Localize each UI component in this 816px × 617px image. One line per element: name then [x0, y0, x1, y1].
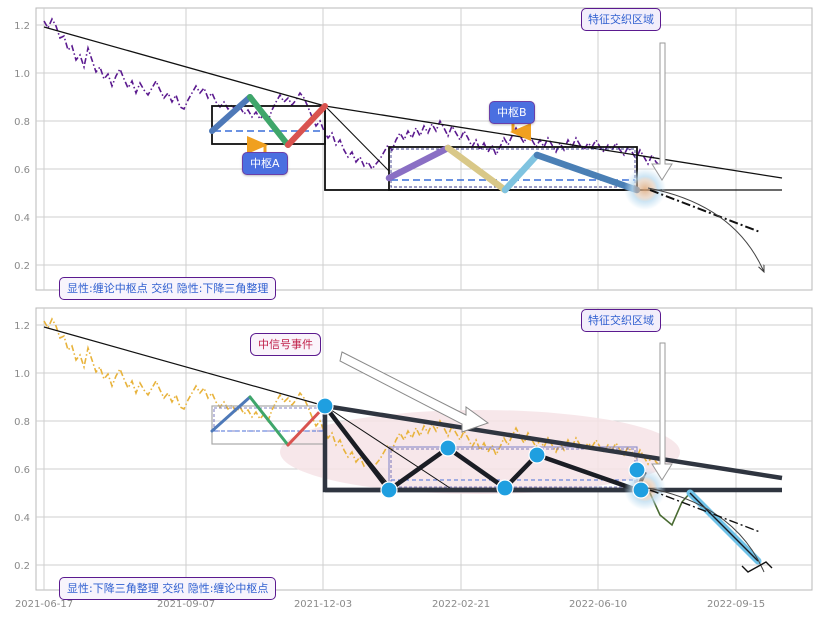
trend-major-downtrend-top	[43, 26, 326, 107]
svg-text:0.6: 0.6	[14, 465, 30, 476]
chan-seg-up-1-top	[209, 94, 253, 134]
trend-major-downtrend-bottom	[43, 326, 326, 407]
annotation-feature-interweave-top[interactable]: 特征交织区域	[581, 8, 661, 31]
chan-seg-down-3-top	[533, 151, 641, 194]
annotation-zhongshu-a[interactable]: 中枢A	[242, 152, 288, 175]
x-tick-label: 2021-09-07	[157, 599, 215, 610]
y-ticks-bottom: 0.2 0.4 0.6 0.8 1.0 1.2	[14, 321, 30, 572]
chan-seg-up-2-top	[285, 103, 328, 148]
trend-inner-wedge2-bottom	[324, 405, 451, 489]
white-breakout-arrow-top	[651, 42, 673, 181]
chan-marker	[632, 481, 650, 499]
x-tick-label: 2022-02-21	[432, 599, 490, 610]
x-tick-label: 2021-12-03	[294, 599, 352, 610]
projection-dashdot-top	[649, 189, 761, 233]
annotation-feature-interweave-bottom[interactable]: 特征交织区域	[581, 309, 661, 332]
svg-text:0.4: 0.4	[14, 513, 30, 524]
trend-triangle-hypotenuse-top	[324, 105, 783, 179]
white-breakout-arrow-bottom	[651, 342, 673, 481]
chan-markers-bottom	[316, 397, 650, 499]
x-ticks: 2021-06-17 2021-09-07 2021-12-03 2022-02…	[15, 599, 765, 610]
panel-top: 0.2 0.4 0.6 0.8 1.0 1.2	[14, 7, 813, 291]
chan-seg-up-1-bottom	[210, 395, 252, 433]
svg-text:0.8: 0.8	[14, 117, 30, 128]
annotation-zhongshu-b[interactable]: 中枢B	[489, 101, 535, 124]
x-tick-label: 2021-06-17	[15, 599, 73, 610]
chan-seg-down-1-top	[247, 94, 291, 148]
zhongshu-b-box-top	[388, 146, 638, 191]
event-pointer-arrow	[339, 351, 490, 433]
chan-marker	[528, 446, 546, 464]
projection-curve-top	[647, 187, 764, 272]
x-tick-label: 2022-06-10	[569, 599, 627, 610]
breakout-halo-top	[624, 168, 666, 210]
svg-text:0.2: 0.2	[14, 261, 30, 272]
chan-seg-up-2-bottom	[286, 404, 327, 447]
svg-text:0.6: 0.6	[14, 165, 30, 176]
projection-dashdot-bottom	[649, 489, 761, 533]
chan-marker	[628, 461, 646, 479]
y-ticks-top: 0.2 0.4 0.6 0.8 1.0 1.2	[14, 21, 30, 272]
chan-seg-up-3-top	[385, 144, 452, 182]
chan-seg-up-4-top	[501, 151, 541, 194]
zhongshu-b-inner-top	[390, 148, 636, 188]
svg-text:1.2: 1.2	[14, 21, 30, 32]
svg-text:1.0: 1.0	[14, 69, 30, 80]
x-tick-label: 2022-09-15	[707, 599, 765, 610]
chan-marker	[439, 439, 457, 457]
green-zigzag-bottom	[649, 492, 691, 527]
chan-skeleton-bottom	[323, 404, 638, 493]
svg-text:0.4: 0.4	[14, 213, 30, 224]
trend-triangle-hypotenuse-bottom	[324, 403, 783, 481]
chan-seg-down-1-bottom	[248, 395, 290, 447]
zhongshu-a-box-top	[211, 105, 326, 145]
projection-bracket-bottom	[741, 561, 773, 573]
chan-marker	[380, 481, 398, 499]
svg-text:0.2: 0.2	[14, 561, 30, 572]
panel-bottom: 0.2 0.4 0.6 0.8 1.0 1.2 2021-06-17 2021-…	[14, 307, 813, 610]
svg-text:1.0: 1.0	[14, 369, 30, 380]
trend-inner-wedge-top	[324, 105, 390, 172]
annotation-mid-signal-event[interactable]: 中信号事件	[250, 333, 321, 356]
blue-projection-core-bottom	[689, 492, 759, 562]
legend-bottom-panel: 显性:下降三角整理 交织 隐性:缠论中枢点	[59, 577, 277, 600]
feature-interweave-ellipse	[280, 410, 680, 494]
svg-text:1.2: 1.2	[14, 321, 30, 332]
chan-seg-down-2-top	[444, 144, 509, 194]
svg-text:0.8: 0.8	[14, 417, 30, 428]
legend-top-panel: 显性:缠论中枢点 交织 隐性:下降三角整理	[59, 277, 277, 300]
chan-marker	[316, 397, 334, 415]
chan-marker	[496, 479, 514, 497]
